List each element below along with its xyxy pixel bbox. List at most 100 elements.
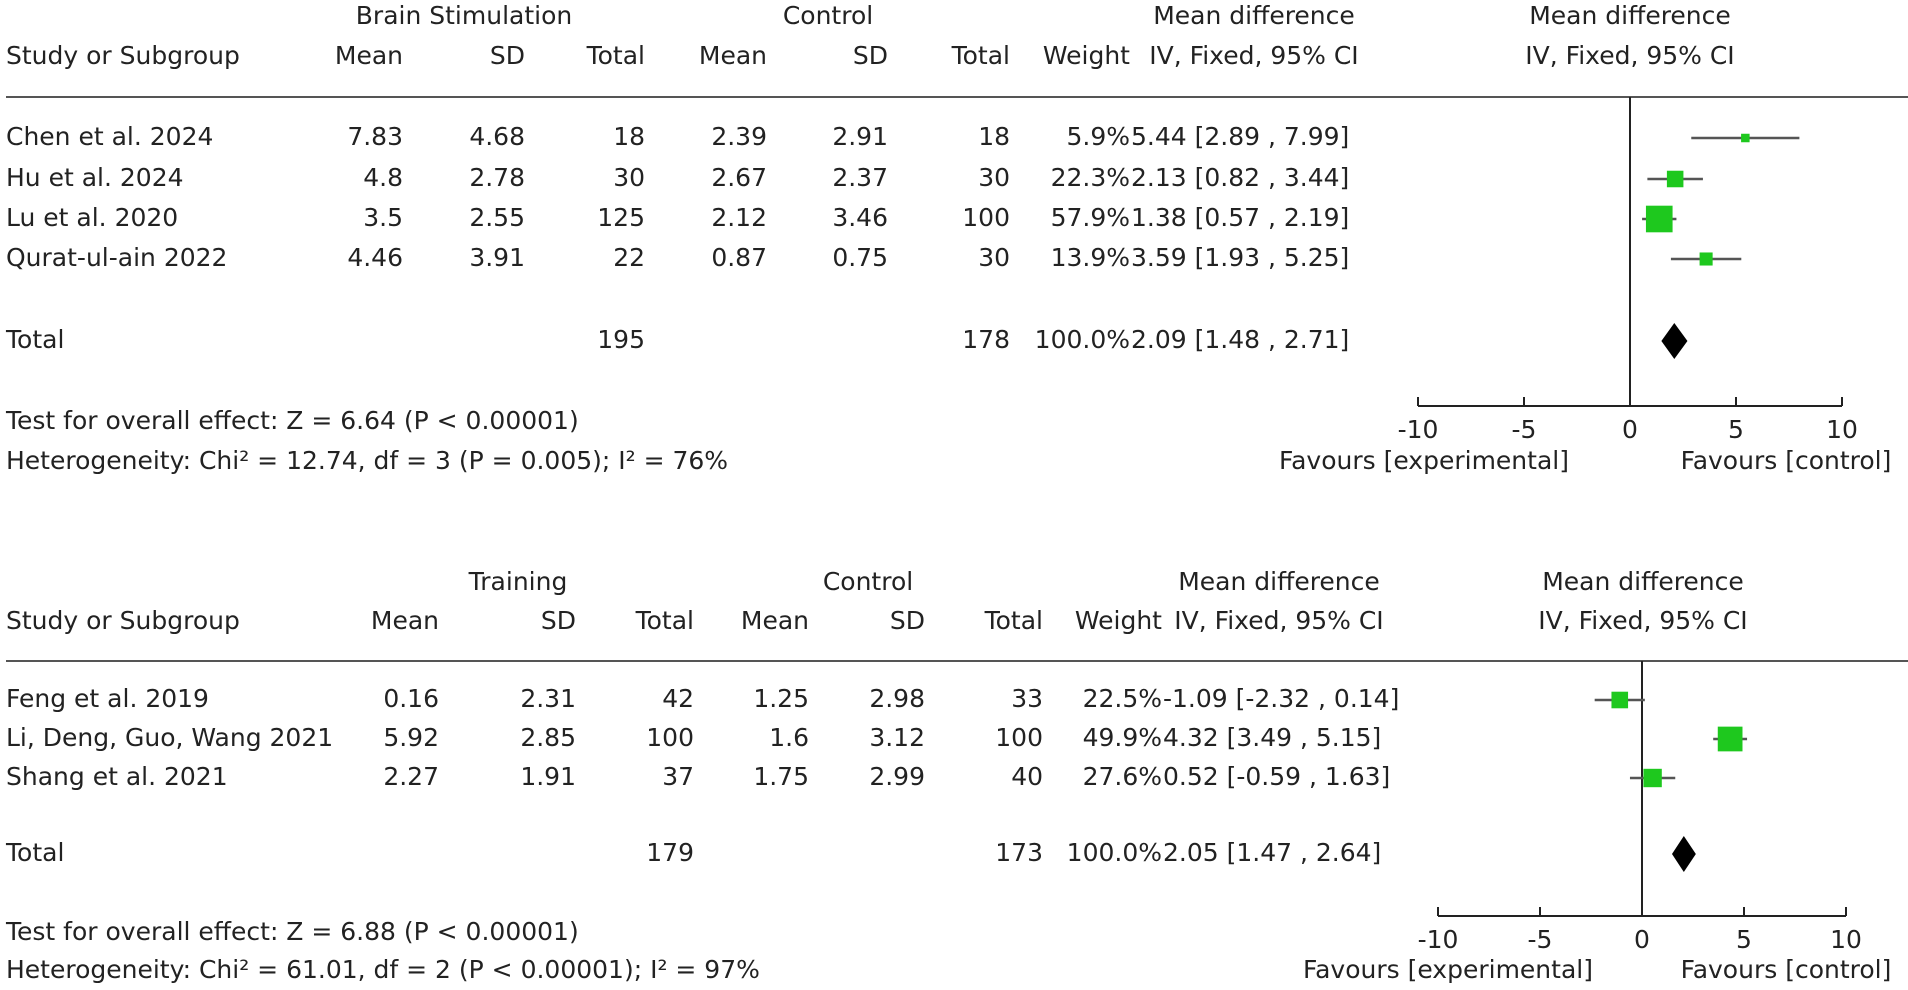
column-header: Mean (335, 41, 403, 70)
study-cell: 125 (597, 203, 645, 232)
study-cell: 100 (646, 723, 694, 752)
overall-effect: Test for overall effect: Z = 6.64 (P < 0… (5, 406, 579, 435)
total-cell: 195 (597, 325, 645, 354)
effect-square (1643, 768, 1662, 788)
study-cell: 30 (978, 163, 1010, 192)
study-cell: 2.39 (711, 122, 767, 151)
effect-square (1717, 726, 1743, 752)
study-cell: 22.3% (1051, 163, 1130, 192)
column-header: Mean (371, 606, 439, 635)
total-cell: 100.0% (1067, 838, 1162, 867)
column-header: Total (635, 606, 694, 635)
study-cell: 3.91 (469, 243, 525, 272)
x-axis-label: Favours [experimental] (1303, 955, 1593, 984)
x-axis-label: Favours [control] (1681, 955, 1892, 984)
effect-square (1666, 170, 1684, 188)
column-header: Total (586, 41, 645, 70)
x-tick-label: 0 (1634, 925, 1650, 954)
study-cell: 5.9% (1066, 122, 1130, 151)
study-cell: 4.8 (363, 163, 403, 192)
total-cell: 179 (646, 838, 694, 867)
study-cell: 4.68 (469, 122, 525, 151)
study-effect: 2.13 [0.82 , 3.44] (1131, 163, 1349, 192)
column-header: IV, Fixed, 95% CI (1149, 41, 1358, 70)
x-tick-label: 0 (1622, 415, 1638, 444)
total-cell: 173 (995, 838, 1043, 867)
plot-header: Mean difference (1529, 1, 1731, 30)
column-header: SD (853, 41, 888, 70)
study-cell: 100 (962, 203, 1010, 232)
study-cell: 3.46 (832, 203, 888, 232)
study-cell: 2.27 (383, 762, 439, 791)
group-header: Control (783, 1, 873, 30)
x-tick-label: 5 (1736, 925, 1752, 954)
column-header: SD (490, 41, 525, 70)
study-cell: 0.87 (711, 243, 767, 272)
group-header: Control (823, 567, 913, 596)
study-name: Li, Deng, Guo, Wang 2021 (6, 723, 333, 752)
column-header: Total (951, 41, 1010, 70)
x-tick-label: -5 (1528, 925, 1553, 954)
study-name: Shang et al. 2021 (6, 762, 228, 791)
study-cell: 22.5% (1083, 684, 1162, 713)
study-cell: 1.6 (769, 723, 809, 752)
study-cell: 13.9% (1051, 243, 1130, 272)
study-cell: 42 (662, 684, 694, 713)
effect-square (1699, 252, 1713, 266)
effect-square (1741, 133, 1750, 143)
total-cell: 100.0% (1035, 325, 1130, 354)
column-header: SD (541, 606, 576, 635)
study-name: Chen et al. 2024 (6, 122, 213, 151)
total-name: Total (5, 325, 64, 354)
plot-header: IV, Fixed, 95% CI (1538, 606, 1747, 635)
study-cell: 1.25 (753, 684, 809, 713)
study-name: Feng et al. 2019 (6, 684, 209, 713)
column-header: Weight (1075, 606, 1162, 635)
column-header: Mean (741, 606, 809, 635)
effect-square (1645, 205, 1673, 233)
study-effect: 0.52 [-0.59 , 1.63] (1163, 762, 1390, 791)
study-cell: 49.9% (1083, 723, 1162, 752)
x-axis-label: Favours [experimental] (1279, 446, 1569, 475)
study-cell: 27.6% (1083, 762, 1162, 791)
group-header: Training (468, 567, 568, 596)
study-cell: 1.75 (753, 762, 809, 791)
study-cell: 18 (613, 122, 645, 151)
study-cell: 0.16 (383, 684, 439, 713)
heterogeneity: Heterogeneity: Chi² = 12.74, df = 3 (P =… (6, 446, 728, 475)
study-cell: 100 (995, 723, 1043, 752)
study-cell: 22 (613, 243, 645, 272)
study-cell: 2.78 (469, 163, 525, 192)
x-tick-label: -10 (1398, 415, 1439, 444)
effect-header: Mean difference (1153, 1, 1355, 30)
x-tick-label: 10 (1830, 925, 1862, 954)
study-cell: 3.5 (363, 203, 403, 232)
column-header: IV, Fixed, 95% CI (1174, 606, 1383, 635)
study-cell: 18 (978, 122, 1010, 151)
study-cell: 5.92 (383, 723, 439, 752)
column-header: Weight (1043, 41, 1130, 70)
x-tick-label: 10 (1826, 415, 1858, 444)
x-tick-label: -10 (1418, 925, 1459, 954)
study-cell: 2.67 (711, 163, 767, 192)
pooled-diamond (1661, 323, 1688, 359)
plot-header: IV, Fixed, 95% CI (1525, 41, 1734, 70)
study-cell: 7.83 (347, 122, 403, 151)
heterogeneity: Heterogeneity: Chi² = 61.01, df = 2 (P <… (6, 955, 760, 984)
column-header: Study or Subgroup (6, 41, 240, 70)
study-cell: 2.37 (832, 163, 888, 192)
study-cell: 30 (978, 243, 1010, 272)
x-tick-label: -5 (1512, 415, 1537, 444)
column-header: Study or Subgroup (6, 606, 240, 635)
overall-effect: Test for overall effect: Z = 6.88 (P < 0… (5, 917, 579, 946)
study-effect: 4.32 [3.49 , 5.15] (1163, 723, 1381, 752)
study-cell: 2.55 (469, 203, 525, 232)
total-effect: 2.09 [1.48 , 2.71] (1131, 325, 1349, 354)
study-name: Hu et al. 2024 (6, 163, 184, 192)
total-effect: 2.05 [1.47 , 2.64] (1163, 838, 1381, 867)
study-cell: 33 (1011, 684, 1043, 713)
study-cell: 37 (662, 762, 694, 791)
total-cell: 178 (962, 325, 1010, 354)
study-cell: 57.9% (1051, 203, 1130, 232)
study-cell: 2.91 (832, 122, 888, 151)
